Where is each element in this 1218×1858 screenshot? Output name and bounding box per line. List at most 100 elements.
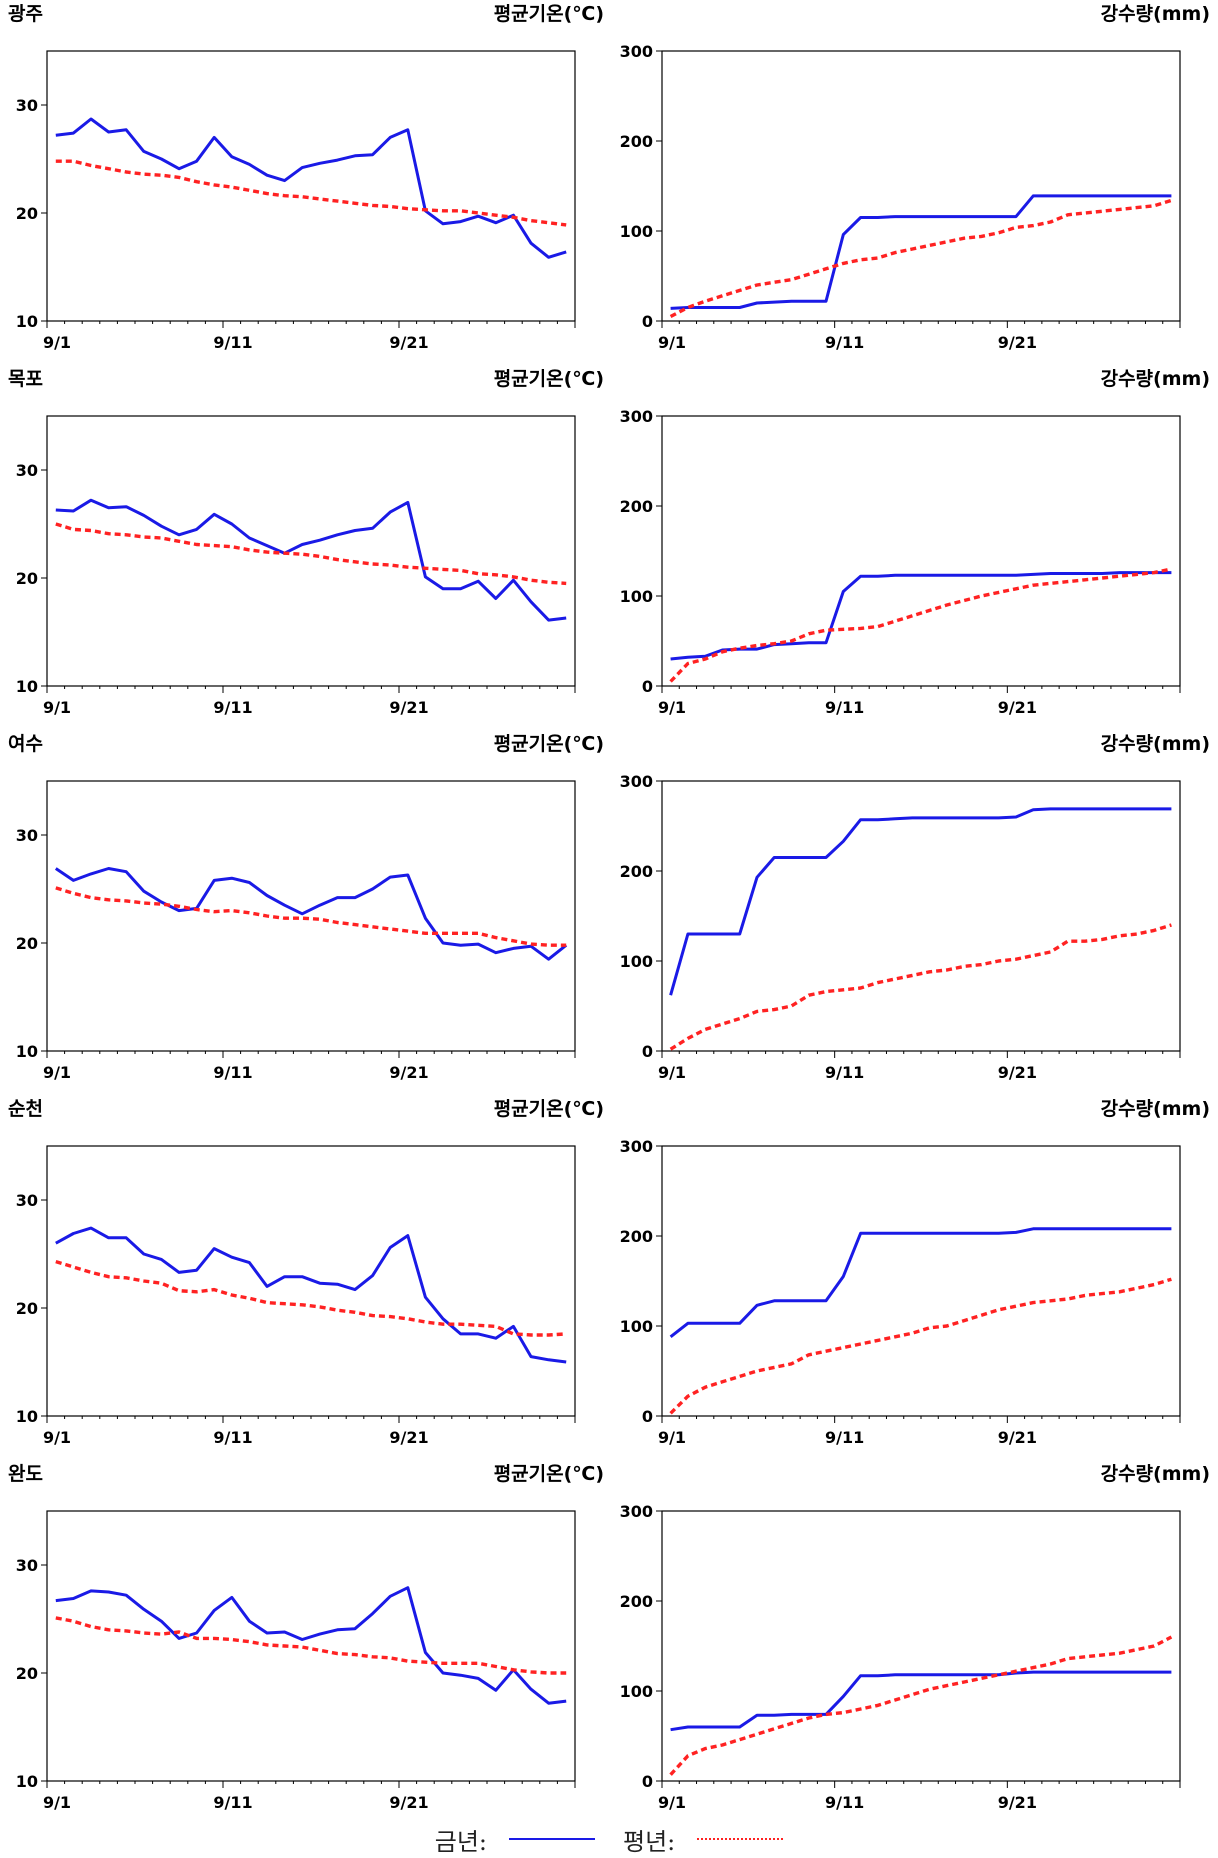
x-tick-label: 9/11 [213,698,252,717]
chart-panel: 강수량(mm) 0 100 200 300 9/1 9/11 9/21 [620,1098,1210,1447]
legend-current-swatch [509,1838,595,1840]
y-axis-label: 강수량(mm) [1101,733,1210,755]
x-tick-label: 9/1 [658,1793,686,1812]
station-title: 여수 [8,733,43,755]
station-title: 순천 [8,1098,43,1120]
series-normal-line [669,567,1172,683]
plot-frame [661,1510,1181,1782]
x-tick-label: 9/21 [998,698,1037,717]
y-axis-label: 평균기온(℃) [494,1098,604,1120]
series-normal-line [55,886,567,947]
y-axis-label: 강수량(mm) [1101,3,1210,25]
y-axis-label: 평균기온(℃) [494,368,604,390]
y-tick-label: 20 [16,1299,38,1318]
chart-panel: 강수량(mm) 0 100 200 300 9/1 9/11 9/21 [620,3,1210,352]
series-current-line [54,867,568,961]
y-tick-label: 0 [642,677,653,696]
series-normal-line [55,1259,567,1337]
x-tick-label: 9/11 [825,1428,864,1447]
y-tick-label: 30 [16,96,38,115]
y-tick-label: 300 [620,407,653,426]
station-title: 완도 [8,1463,43,1485]
x-tick-label: 9/1 [43,1793,71,1812]
series-current-line [670,194,1172,310]
y-tick-label: 10 [16,677,38,696]
chart-panel: 광주 평균기온(℃) 10 20 30 9/1 9/11 9/21 [8,3,604,352]
y-tick-label: 300 [620,1502,653,1521]
x-tick-label: 9/21 [389,1063,428,1082]
y-tick-label: 200 [620,1227,653,1246]
plot-frame [46,780,576,1052]
x-tick-label: 9/11 [213,1793,252,1812]
y-tick-label: 0 [642,1407,653,1426]
x-tick-label: 9/11 [825,1063,864,1082]
series-normal-line [669,1277,1172,1415]
series-normal-line [55,1616,567,1675]
x-tick-label: 9/21 [998,1793,1037,1812]
chart-panel: 목포 평균기온(℃) 10 20 30 9/1 9/11 9/21 [8,368,604,717]
y-axis-label: 강수량(mm) [1101,1098,1210,1120]
legend-current-label: 금년: [434,1827,487,1856]
legend-normal-label: 평년: [623,1827,676,1856]
y-tick-label: 200 [620,1592,653,1611]
series-current-line [55,1226,567,1364]
plot-frame [661,780,1181,1052]
x-tick-label: 9/21 [389,1428,428,1447]
y-tick-label: 30 [16,1556,38,1575]
x-tick-label: 9/21 [998,1428,1037,1447]
series-normal-line [55,159,567,227]
y-tick-label: 200 [620,862,653,881]
series-current-line [669,1227,1172,1338]
y-tick-label: 300 [620,42,653,61]
y-axis-label: 평균기온(℃) [494,1463,604,1485]
legend: 금년: 평년: [0,1820,1218,1858]
chart-panel: 강수량(mm) 0 100 200 300 9/1 9/11 9/21 [620,368,1210,717]
legend-item-current: 금년: [435,1822,595,1857]
y-axis-label: 평균기온(℃) [494,3,604,25]
y-axis-label: 강수량(mm) [1101,368,1210,390]
y-tick-label: 20 [16,934,38,953]
y-tick-label: 10 [16,312,38,331]
y-tick-label: 20 [16,1664,38,1683]
x-tick-label: 9/1 [43,1063,71,1082]
series-normal-line [669,198,1172,319]
legend-normal-swatch [697,1838,784,1840]
y-axis-label: 강수량(mm) [1101,1463,1210,1485]
x-tick-label: 9/11 [213,1428,252,1447]
y-tick-label: 30 [16,1191,38,1210]
plot-frame [46,50,576,322]
x-tick-label: 9/1 [658,333,686,352]
x-tick-label: 9/11 [213,333,252,352]
plot-frame [661,415,1181,687]
y-tick-label: 200 [620,497,653,516]
chart-panel: 여수 평균기온(℃) 10 20 30 9/1 9/11 9/21 [8,733,604,1082]
x-tick-label: 9/21 [389,1793,428,1812]
series-current-line [55,498,567,622]
x-tick-label: 9/21 [998,333,1037,352]
y-tick-label: 100 [620,952,653,971]
station-title: 목포 [8,368,43,390]
x-tick-label: 9/11 [213,1063,252,1082]
x-tick-label: 9/21 [389,698,428,717]
y-tick-label: 20 [16,204,38,223]
y-tick-label: 20 [16,569,38,588]
x-tick-label: 9/11 [825,333,864,352]
y-tick-label: 100 [620,1317,653,1336]
x-tick-label: 9/1 [658,1428,686,1447]
x-tick-label: 9/1 [658,1063,686,1082]
chart-panel: 완도 평균기온(℃) 10 20 30 9/1 9/11 9/21 [8,1463,604,1812]
y-tick-label: 0 [642,1772,653,1791]
x-tick-label: 9/11 [825,1793,864,1812]
legend-item-normal: 평년: [623,1822,784,1857]
series-normal-line [669,923,1172,1051]
station-title: 광주 [8,3,43,25]
chart-panel: 강수량(mm) 0 100 200 300 9/1 9/11 9/21 [620,1463,1210,1812]
x-tick-label: 9/1 [43,333,71,352]
series-current-line [670,571,1172,661]
series-current-line [55,1586,567,1705]
series-current-line [669,807,1172,996]
plot-frame [46,1510,576,1782]
y-tick-label: 10 [16,1407,38,1426]
